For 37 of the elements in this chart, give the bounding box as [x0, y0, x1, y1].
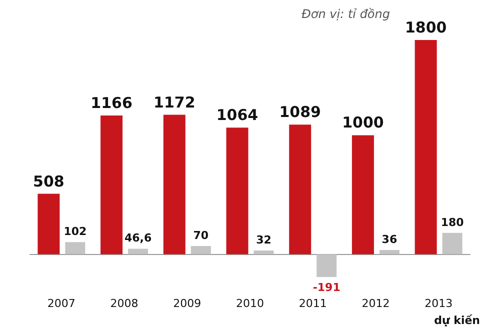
- bar: [379, 250, 400, 254]
- x-tick-label: 2010: [236, 297, 264, 310]
- data-label: 46,6: [124, 232, 152, 245]
- bar: [254, 250, 274, 254]
- bar: [65, 242, 86, 254]
- x-tick-label: 2012: [362, 297, 390, 310]
- text: Đơn vị: tỉ đồng: [302, 7, 390, 21]
- data-label: 36: [382, 233, 398, 246]
- data-label: 70: [193, 228, 209, 242]
- data-label: -191: [312, 281, 340, 294]
- data-label: 102: [64, 225, 87, 238]
- data-label: 1166: [90, 94, 132, 112]
- bar: [100, 115, 123, 254]
- x-tick-label: 2011: [298, 297, 327, 310]
- data-label: 1064: [216, 106, 258, 124]
- bar: [163, 114, 186, 254]
- bar: [190, 246, 211, 254]
- data-label: 1800: [404, 18, 447, 36]
- bar: [289, 124, 312, 254]
- bar: [442, 232, 462, 254]
- data-label: 1089: [279, 103, 321, 122]
- bar: [352, 135, 374, 254]
- x-tick-label: 2013: [424, 297, 453, 310]
- bar: [316, 254, 337, 278]
- bar: [414, 40, 437, 254]
- data-label: 508: [33, 172, 64, 190]
- x-tick-label: 2008: [110, 297, 138, 310]
- text: dự kiến: [434, 314, 480, 327]
- x-tick-label: 2009: [173, 297, 202, 310]
- data-label: 1000: [342, 114, 384, 132]
- bar: [38, 194, 60, 254]
- data-label: 1172: [154, 93, 196, 112]
- bar: [226, 128, 248, 254]
- bar: [128, 248, 148, 254]
- data-label: 180: [440, 216, 464, 229]
- x-tick-label: 2007: [47, 297, 76, 310]
- data-label: 32: [256, 233, 272, 246]
